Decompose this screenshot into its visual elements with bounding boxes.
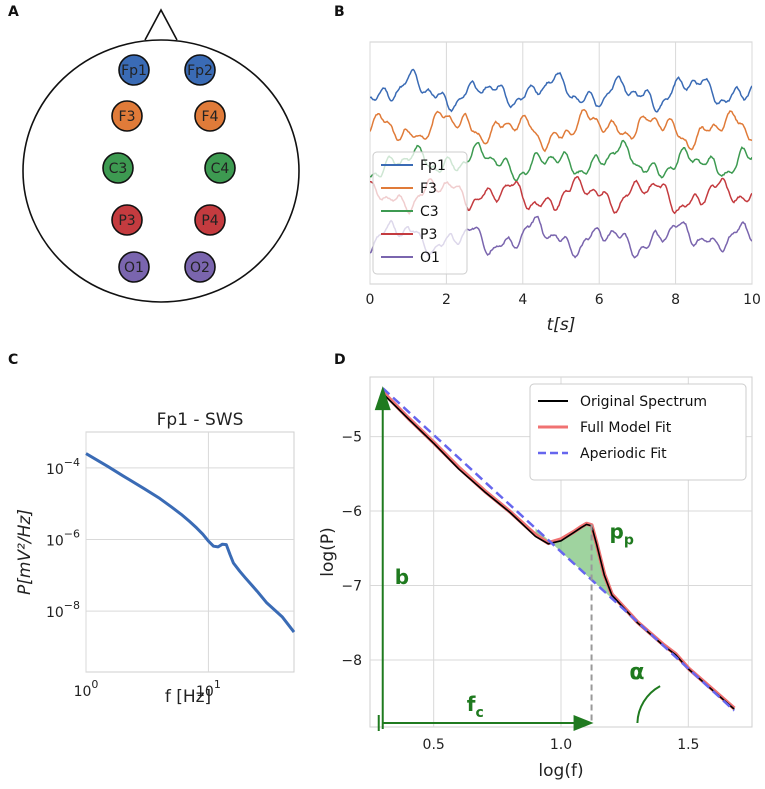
ytick-label: 10−4 (46, 456, 80, 478)
panel-label-c: C (8, 352, 18, 368)
legend-label-o1: O1 (420, 250, 440, 266)
xticks-b: 0 2 4 6 8 10 (366, 292, 761, 308)
xtick-label: 1.5 (677, 737, 699, 753)
ytick-label: 10−6 (46, 527, 80, 549)
legend-label-fp1: Fp1 (420, 158, 446, 174)
legend-label-d: Full Model Fit (580, 420, 672, 436)
panel-b: B 0 2 4 6 8 10 Fp1 F3 C3 P3 O1 t[s] (334, 4, 761, 335)
panel-a: A Fp1 Fp2 F3 F4 C3 C4 P3 P4 O1 O2 (8, 4, 300, 303)
ytick-label: −6 (341, 504, 362, 520)
electrode-f3 (111, 100, 143, 132)
ytick-label: 10−8 (46, 599, 80, 621)
panel-d: D b fc pp α 0.5 1.0 1.5 −5 −6 −7 −8 Original Spec… (318, 352, 753, 781)
electrode-o2 (184, 251, 216, 283)
xlabel-b: t[s] (547, 315, 576, 335)
fc-label: fc (467, 692, 484, 721)
legend-label-f3: F3 (420, 181, 437, 197)
ytick-label: −5 (341, 430, 362, 446)
panel-c: C Fp1 - SWS 100 101 10−4 10−6 10−8 f [Hz] P[… (8, 352, 296, 707)
electrode-label-fp1: Fp1 (121, 63, 147, 79)
xtick-label: 4 (518, 292, 527, 308)
psd-line-fp1 (85, 452, 296, 634)
xtick-label: 0.5 (423, 737, 445, 753)
electrode-group: Fp1 Fp2 F3 F4 C3 C4 P3 P4 O1 O2 (102, 54, 236, 283)
legend-b: Fp1 F3 C3 P3 O1 (372, 151, 468, 275)
panel-label-a: A (8, 4, 19, 20)
electrode-c4 (204, 152, 236, 184)
legend-box-d (529, 383, 747, 481)
pp-label: pp (610, 519, 634, 548)
xlabel-d: log(f) (538, 761, 583, 781)
head-outline (22, 39, 300, 303)
electrode-label-p4: P4 (201, 213, 218, 229)
b-arrow-head (374, 386, 391, 411)
legend-label-d: Original Spectrum (580, 394, 707, 410)
electrode-label-c3: C3 (109, 161, 128, 177)
ticks-c: 100 101 10−4 10−6 10−8 (46, 456, 221, 700)
electrode-p4 (194, 204, 226, 236)
xtick-label: 0 (366, 292, 375, 308)
legend-label-d: Aperiodic Fit (580, 446, 667, 462)
electrode-label-o1: O1 (124, 260, 144, 276)
electrode-label-f3: F3 (119, 109, 136, 125)
legend-label-c3: C3 (420, 204, 439, 220)
electrode-o1 (118, 251, 150, 283)
panel-label-b: B (334, 4, 345, 20)
panel-label-d: D (334, 352, 346, 368)
xtick-label: 8 (671, 292, 680, 308)
alpha-label: α (629, 660, 644, 685)
xtick-label: 101 (196, 678, 221, 700)
fc-arrow-head (573, 715, 594, 731)
legend-d: Original Spectrum Full Model Fit Aperiodic… (529, 383, 747, 481)
electrode-label-o2: O2 (190, 260, 210, 276)
annotations-d: b fc pp α (374, 386, 661, 731)
xtick-label: 6 (595, 292, 604, 308)
electrode-p3 (111, 204, 143, 236)
electrode-label-fp2: Fp2 (187, 63, 213, 79)
electrode-f4 (194, 100, 226, 132)
spectrum-lines-d (381, 387, 736, 712)
electrode-c3 (102, 152, 134, 184)
xtick-label: 10 (743, 292, 761, 308)
ytick-label: −7 (341, 579, 362, 595)
ticks-d: 0.5 1.0 1.5 −5 −6 −7 −8 (341, 430, 699, 753)
electrode-label-c4: C4 (211, 161, 230, 177)
xtick-label: 2 (442, 292, 451, 308)
ylabel-d: log(P) (318, 527, 338, 576)
b-label: b (395, 565, 409, 589)
grid-c (85, 432, 294, 672)
xtick-label: 100 (74, 678, 99, 700)
legend-box-b (372, 151, 468, 275)
title-c: Fp1 - SWS (157, 410, 244, 430)
xlabel-c: f [Hz] (165, 687, 211, 707)
legend-label-p3: P3 (420, 227, 437, 243)
xtick-label: 1.0 (550, 737, 572, 753)
aperiodic-fit-line (381, 387, 736, 712)
electrode-label-f4: F4 (202, 109, 219, 125)
alpha-arc (636, 685, 661, 724)
electrode-fp2 (184, 54, 216, 86)
trace-fp1 (370, 68, 752, 113)
original-spectrum-line (382, 392, 735, 710)
ylabel-c: P[mV²/Hz] (15, 509, 35, 595)
ytick-label: −8 (341, 653, 362, 669)
electrode-fp1 (118, 54, 150, 86)
trace-f3 (370, 108, 752, 153)
nose-triangle (144, 8, 178, 41)
spectrum-c (85, 452, 296, 634)
electrode-label-p3: P3 (118, 213, 135, 229)
